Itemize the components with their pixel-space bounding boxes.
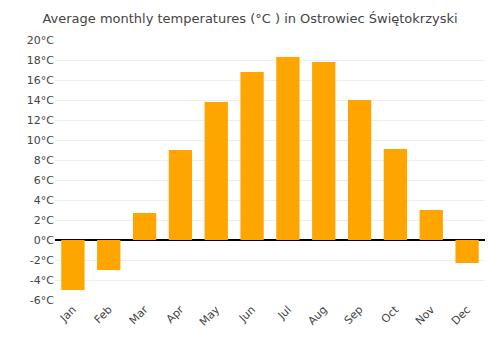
svg-text:4°C: 4°C bbox=[34, 194, 54, 207]
svg-text:Oct: Oct bbox=[379, 303, 402, 326]
svg-text:Average monthly temperatures (: Average monthly temperatures (°C ) in Os… bbox=[42, 11, 457, 26]
svg-text:6°C: 6°C bbox=[34, 174, 54, 187]
svg-text:May: May bbox=[197, 303, 223, 329]
svg-text:18°C: 18°C bbox=[27, 54, 54, 67]
svg-text:20°C: 20°C bbox=[27, 34, 54, 47]
svg-text:14°C: 14°C bbox=[27, 94, 54, 107]
svg-text:Jun: Jun bbox=[236, 303, 258, 325]
svg-text:Aug: Aug bbox=[305, 303, 329, 327]
svg-text:12°C: 12°C bbox=[27, 114, 54, 127]
svg-text:Jul: Jul bbox=[275, 303, 294, 322]
svg-text:Dec: Dec bbox=[449, 303, 473, 327]
svg-text:2°C: 2°C bbox=[34, 214, 54, 227]
svg-text:-4°C: -4°C bbox=[30, 274, 54, 287]
svg-text:Apr: Apr bbox=[164, 303, 187, 326]
svg-text:Nov: Nov bbox=[413, 303, 438, 328]
svg-text:0°C: 0°C bbox=[34, 234, 54, 247]
svg-text:-2°C: -2°C bbox=[30, 254, 54, 267]
svg-text:-6°C: -6°C bbox=[30, 294, 54, 307]
svg-text:Feb: Feb bbox=[92, 303, 115, 326]
svg-text:16°C: 16°C bbox=[27, 74, 54, 87]
svg-text:10°C: 10°C bbox=[27, 134, 54, 147]
svg-text:Jan: Jan bbox=[57, 303, 79, 325]
svg-text:Mar: Mar bbox=[127, 303, 151, 327]
svg-text:8°C: 8°C bbox=[34, 154, 54, 167]
svg-text:Sep: Sep bbox=[342, 303, 366, 327]
